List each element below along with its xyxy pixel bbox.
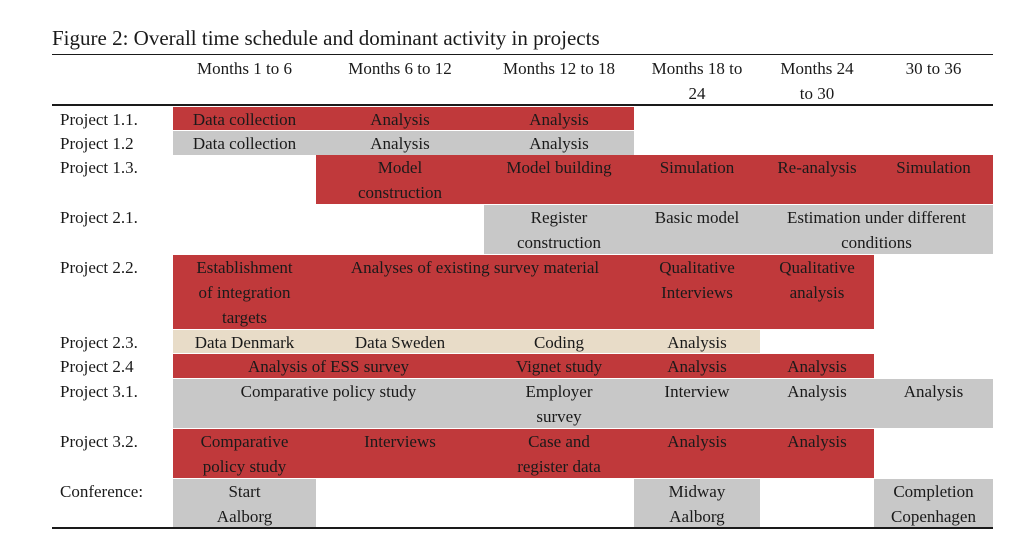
activity-cell: Analysis — [484, 107, 634, 130]
activity-cell: Simulation — [874, 155, 993, 204]
column-header: Months 12 to 18 — [503, 59, 615, 78]
activity-cell: Simulation — [634, 155, 760, 204]
activity-cell: Coding — [484, 330, 634, 353]
row-label: Project 2.3. — [60, 333, 138, 352]
activity-cell: Analysis — [760, 429, 874, 478]
activity-cell: Model building — [484, 155, 634, 204]
activity-cell: Midway Aalborg — [634, 479, 760, 527]
header-rule — [52, 104, 993, 106]
activity-cell: Case and register data — [484, 429, 634, 478]
activity-cell: Analysis — [484, 131, 634, 155]
activity-cell: Qualitative analysis — [760, 255, 874, 329]
activity-cell: Vignet study — [484, 354, 634, 378]
row-label: Project 2.2. — [60, 258, 138, 277]
row-label: Conference: — [60, 482, 144, 501]
activity-cell: Basic model — [634, 205, 760, 254]
bottom-rule — [52, 527, 993, 529]
column-header: Months 18 to 24 — [651, 59, 743, 103]
activity-cell: Analysis of ESS survey — [173, 354, 484, 378]
activity-cell: Register construction — [484, 205, 634, 254]
row-label: Project 2.1. — [60, 208, 138, 227]
column-header: Months 24 to 30 — [780, 59, 854, 103]
activity-cell: Data Denmark — [173, 330, 316, 353]
row-label: Project 3.2. — [60, 432, 138, 451]
activity-cell: Estimation under different conditions — [760, 205, 993, 254]
activity-cell: Analysis — [316, 107, 484, 130]
row-label: Project 2.4 — [60, 357, 134, 376]
activity-cell: Employer survey — [484, 379, 634, 428]
activity-cell: Establishment of integration targets — [173, 255, 316, 329]
activity-cell: Analysis — [634, 429, 760, 478]
activity-cell: Interviews — [316, 429, 484, 478]
activity-cell: Data collection — [173, 107, 316, 130]
row-label: Project 1.1. — [60, 110, 138, 129]
activity-cell: Data collection — [173, 131, 316, 155]
activity-cell: Analysis — [760, 379, 874, 428]
activity-cell: Re-analysis — [760, 155, 874, 204]
activity-cell: Analysis — [634, 330, 760, 353]
row-label: Project 3.1. — [60, 382, 138, 401]
figure-title: Figure 2: Overall time schedule and domi… — [52, 26, 600, 50]
activity-cell: Analyses of existing survey material — [316, 255, 634, 329]
top-rule — [52, 54, 993, 55]
activity-cell: Analysis — [760, 354, 874, 378]
activity-cell: Comparative policy study — [173, 379, 484, 428]
activity-cell: Interview — [634, 379, 760, 428]
row-label: Project 1.2 — [60, 134, 134, 153]
activity-cell: Completion Copenhagen — [874, 479, 993, 527]
column-header: Months 1 to 6 — [197, 59, 292, 78]
activity-cell: Data Sweden — [316, 330, 484, 353]
activity-cell: Analysis — [874, 379, 993, 428]
activity-cell: Model construction — [316, 155, 484, 204]
activity-cell: Qualitative Interviews — [634, 255, 760, 329]
activity-cell: Analysis — [634, 354, 760, 378]
activity-cell: Comparative policy study — [173, 429, 316, 478]
activity-cell: Start Aalborg — [173, 479, 316, 527]
column-header: 30 to 36 — [905, 59, 962, 78]
column-header: Months 6 to 12 — [348, 59, 452, 78]
activity-cell: Analysis — [316, 131, 484, 155]
row-label: Project 1.3. — [60, 158, 138, 177]
